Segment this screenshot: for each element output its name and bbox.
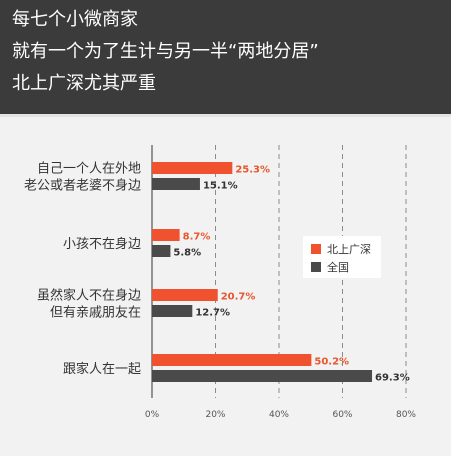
legend-label: 北上广深 <box>327 243 371 256</box>
category-label: 老公或者老婆不身边 <box>24 178 141 194</box>
data-label: 12.7% <box>195 308 230 319</box>
title-banner: 每七个小微商家 就有一个为了生计与另一半“两地分居” 北上广深尤其严重 <box>0 0 451 114</box>
category-label: 跟家人在一起 <box>63 361 141 377</box>
data-label: 8.7% <box>183 232 211 243</box>
title-line-3: 北上广深尤其严重 <box>12 73 156 94</box>
x-tick-label: 40% <box>269 410 289 420</box>
bar-national <box>152 305 193 317</box>
x-tick-label: 0% <box>145 410 160 420</box>
data-label: 5.8% <box>173 248 201 259</box>
bar-national <box>152 245 171 257</box>
legend-swatch-national <box>311 262 321 272</box>
bar-beishangguangshen <box>152 289 218 301</box>
x-tick-label: 80% <box>396 410 416 420</box>
bar-national <box>152 370 373 382</box>
bar-beishangguangshen <box>152 229 180 241</box>
bar-national <box>152 178 200 190</box>
bar-beishangguangshen <box>152 354 312 366</box>
category-label: 小孩不在身边 <box>63 236 141 252</box>
title-line-2: 就有一个为了生计与另一半“两地分居” <box>12 41 319 62</box>
bar-beishangguangshen <box>152 162 233 174</box>
category-label: 虽然家人不在身边 <box>37 288 141 304</box>
data-label: 20.7% <box>221 292 256 303</box>
category-label: 但有亲戚朋友在 <box>50 305 141 321</box>
banner-divider <box>0 114 451 117</box>
x-tick-label: 20% <box>205 410 225 420</box>
x-tick-label: 60% <box>332 410 352 420</box>
title-line-1: 每七个小微商家 <box>12 9 138 30</box>
category-label: 自己一个人在外地 <box>37 162 141 177</box>
data-label: 69.3% <box>375 373 410 384</box>
legend-label: 全国 <box>327 260 349 274</box>
legend-swatch-beishangguangshen <box>311 244 321 254</box>
data-label: 25.3% <box>235 165 270 176</box>
data-label: 50.2% <box>314 357 349 368</box>
data-label: 15.1% <box>203 181 238 192</box>
